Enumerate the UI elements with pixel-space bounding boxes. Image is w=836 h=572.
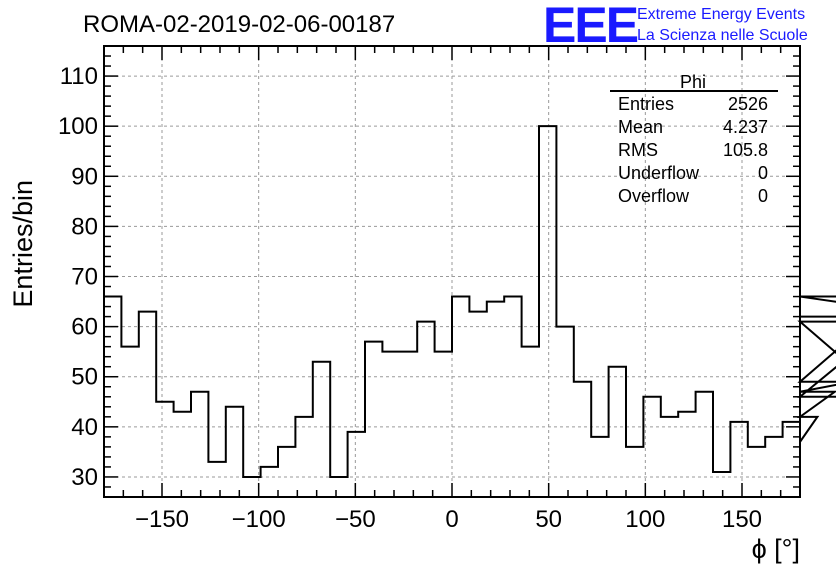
logo-line-1: Extreme Energy Events [637, 6, 805, 23]
histogram-bin [730, 422, 747, 497]
x-tick-label: −100 [232, 506, 286, 533]
stats-label-entries: Entries [618, 94, 674, 114]
histogram-bin [435, 352, 452, 497]
histogram-bin [765, 437, 782, 497]
histogram-bin [400, 352, 417, 497]
y-tick-label: 110 [60, 63, 98, 90]
x-tick-label: 100 [625, 506, 665, 533]
histogram-bin [713, 472, 730, 497]
stats-box: Phi Entries 2526 Mean 4.237 RMS 105.8 Un… [610, 72, 778, 206]
histogram-bin [556, 327, 573, 497]
histogram-bin [574, 382, 591, 497]
x-tick-label: 50 [535, 506, 562, 533]
histogram-bin [522, 347, 539, 497]
histogram-bin [348, 432, 365, 497]
x-tick-label: −150 [135, 506, 189, 533]
x-tick-label: 0 [445, 506, 458, 533]
histogram-bin [678, 412, 695, 497]
histogram-bin [661, 417, 678, 497]
stats-value-entries: 2526 [728, 94, 768, 114]
histogram-bin [609, 367, 626, 497]
y-tick-label: 70 [71, 264, 98, 291]
x-tick-label: 150 [722, 506, 762, 533]
stats-label-rms: RMS [618, 140, 658, 160]
y-tick-label: 40 [71, 414, 98, 441]
histogram-bin [469, 312, 486, 497]
histogram-bin [226, 407, 243, 497]
histogram-bin [156, 402, 173, 497]
x-tick-labels: −150 −100 −50 0 50 100 150 [135, 506, 762, 533]
y-tick-label: 60 [71, 314, 98, 341]
histogram-bin [539, 126, 556, 497]
stats-value-underflow: 0 [758, 163, 768, 183]
histogram-bin [696, 392, 713, 497]
axis-ticks [103, 45, 801, 498]
histogram-bin [174, 412, 191, 497]
histogram-bin [643, 397, 660, 497]
chart-title: ROMA-02-2019-02-06-00187 [83, 11, 395, 38]
logo-line-2: La Scienza nelle Scuole [637, 27, 808, 44]
y-tick-label: 50 [71, 364, 98, 391]
stats-value-mean: 4.237 [723, 117, 768, 137]
histogram-bin [278, 447, 295, 497]
x-tick-label: −50 [335, 506, 376, 533]
histogram-bin [417, 322, 434, 497]
histogram-bin [121, 347, 138, 497]
histogram-bin [139, 312, 156, 497]
x-axis-label: ϕ [°] [752, 534, 800, 564]
stats-value-overflow: 0 [758, 186, 768, 206]
y-axis-label: Entries/bin [8, 180, 38, 308]
eee-logo: EEE [543, 0, 638, 53]
histogram-bars [104, 125, 836, 497]
stats-label-overflow: Overflow [618, 186, 690, 206]
histogram-bin [295, 417, 312, 497]
histogram-outline [104, 125, 836, 478]
y-tick-label: 100 [58, 113, 98, 140]
y-tick-labels: 30 40 50 60 70 80 90 100 110 [58, 63, 98, 491]
histogram-bin [191, 392, 208, 497]
histogram-bin [783, 422, 800, 497]
histogram-bin [626, 447, 643, 497]
y-tick-label: 30 [71, 464, 98, 491]
histogram-bin [748, 447, 765, 497]
stats-label-mean: Mean [618, 117, 663, 137]
histogram-bin [591, 437, 608, 497]
y-tick-label: 80 [71, 213, 98, 240]
y-tick-label: 90 [71, 163, 98, 190]
histogram-bin [261, 467, 278, 497]
histogram-bin [382, 352, 399, 497]
stats-title: Phi [680, 72, 706, 92]
histogram-bin [208, 462, 225, 497]
histogram-bin [487, 302, 504, 497]
stats-value-rms: 105.8 [723, 140, 768, 160]
histogram-bin [365, 342, 382, 497]
stats-label-underflow: Underflow [618, 163, 700, 183]
histogram-bin [330, 477, 347, 497]
